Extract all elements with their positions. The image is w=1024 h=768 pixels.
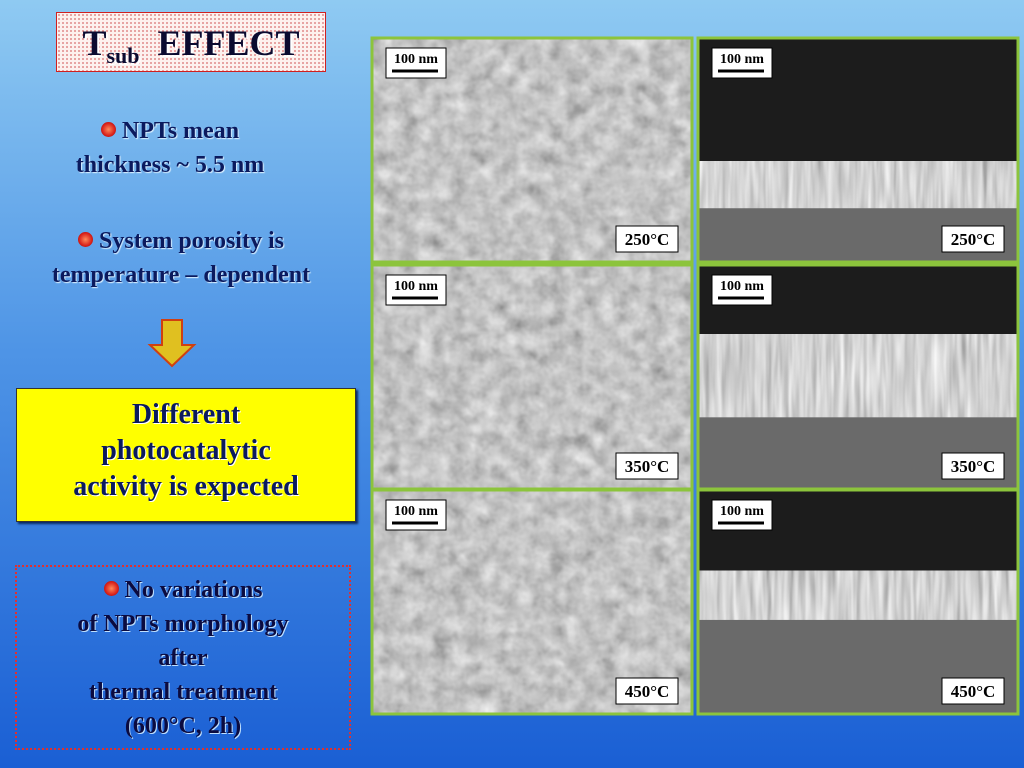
highlight-line: Different — [131, 399, 241, 430]
scale-box — [385, 47, 447, 79]
temperature-box — [615, 452, 679, 480]
temperature-label: 350°C — [625, 457, 670, 476]
bullet-line: System porosity is — [99, 228, 284, 254]
note-line: after — [158, 645, 208, 671]
temperature-box — [941, 225, 1005, 253]
bullet-icon — [103, 581, 119, 596]
scale-box — [711, 47, 773, 79]
film — [698, 161, 1018, 209]
note-line: No variations — [124, 577, 263, 603]
film — [698, 570, 1018, 620]
temperature-box — [615, 225, 679, 253]
surface-image: 100 nm 450°C — [370, 488, 694, 716]
highlight-box: Different photocatalytic activity is exp… — [16, 388, 356, 522]
scale-box — [711, 274, 773, 306]
panel-border — [696, 488, 1020, 716]
title-sub: sub — [106, 43, 140, 69]
bullet: System porosity is temperature – depende… — [16, 224, 346, 292]
panel-border — [370, 488, 694, 716]
panel-grid: 100 nm 250°C 100 nm 250°C 100 nm 350°C 100 nm 3… — [370, 36, 1020, 716]
bullet-icon — [78, 232, 94, 247]
bullet-icon — [100, 122, 116, 137]
scale-label: 100 nm — [720, 52, 764, 67]
cross-section-image: 100 nm 450°C — [696, 488, 1020, 716]
arrow — [147, 319, 197, 368]
note-line: thermal treatment — [88, 679, 278, 705]
highlight-line: photocatalytic — [101, 435, 271, 466]
bullet-line: NPTs mean — [121, 118, 240, 144]
title-rest: EFFECT — [157, 23, 300, 63]
cross-section-image: 100 nm 350°C — [696, 263, 1020, 491]
temperature-box — [941, 677, 1005, 705]
panel-border — [696, 36, 1020, 264]
temperature-box — [941, 452, 1005, 480]
scale-label: 100 nm — [720, 504, 764, 519]
scale-box — [385, 499, 447, 531]
temperature-label: 250°C — [951, 230, 996, 249]
surface-image: 100 nm 350°C — [370, 263, 694, 491]
bullet-line: thickness ~ 5.5 nm — [75, 152, 265, 178]
scale-box — [385, 274, 447, 306]
scale-box — [711, 499, 773, 531]
temperature-box — [615, 677, 679, 705]
note-box: No variations of NPTs morphology after t… — [15, 565, 351, 750]
scale-label: 100 nm — [720, 279, 764, 294]
scale-label: 100 nm — [394, 279, 438, 294]
panel-border — [370, 36, 694, 264]
bullet-line: temperature – dependent — [51, 262, 311, 288]
slide-title: Tsub EFFECT — [56, 12, 326, 72]
temperature-label: 450°C — [951, 682, 996, 701]
title-main: T — [82, 23, 107, 63]
highlight-line: activity is expected — [73, 471, 299, 502]
film — [698, 334, 1018, 418]
temperature-label: 350°C — [951, 457, 996, 476]
note-line: (600°C, 2h) — [124, 713, 242, 739]
temperature-label: 450°C — [625, 682, 670, 701]
scale-label: 100 nm — [394, 52, 438, 67]
note-line: of NPTs morphology — [77, 611, 289, 637]
bullet: NPTs mean thickness ~ 5.5 nm — [20, 114, 320, 182]
temperature-label: 250°C — [625, 230, 670, 249]
surface-image: 100 nm 250°C — [370, 36, 694, 264]
scale-label: 100 nm — [394, 504, 438, 519]
cross-section-image: 100 nm 250°C — [696, 36, 1020, 264]
